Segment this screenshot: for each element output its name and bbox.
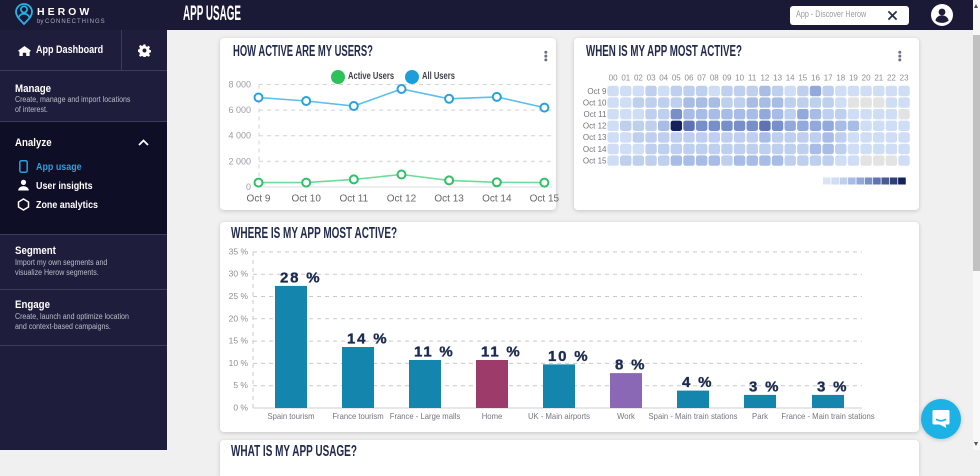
- svg-text:23: 23: [900, 74, 909, 83]
- svg-text:Oct 10: Oct 10: [291, 194, 321, 205]
- svg-text:3 %: 3 %: [749, 378, 780, 395]
- svg-text:8 %: 8 %: [615, 357, 646, 374]
- svg-text:Oct 13: Oct 13: [583, 133, 607, 142]
- svg-text:09: 09: [723, 74, 732, 83]
- svg-text:2 000: 2 000: [228, 156, 251, 166]
- svg-text:Oct 9: Oct 9: [587, 87, 607, 96]
- svg-text:Oct 11: Oct 11: [584, 110, 608, 119]
- svg-text:0: 0: [246, 182, 251, 192]
- svg-text:8 000: 8 000: [228, 80, 251, 90]
- svg-text:3 %: 3 %: [817, 378, 848, 395]
- svg-text:19: 19: [849, 74, 858, 83]
- svg-text:14 %: 14 %: [347, 331, 388, 348]
- svg-text:12: 12: [760, 74, 769, 83]
- svg-text:Park: Park: [752, 411, 769, 421]
- svg-text:Oct 9: Oct 9: [247, 194, 271, 205]
- svg-text:Oct 15: Oct 15: [530, 194, 560, 205]
- svg-text:08: 08: [710, 74, 719, 83]
- svg-text:21: 21: [874, 74, 883, 83]
- svg-text:11 %: 11 %: [414, 344, 455, 361]
- svg-text:28 %: 28 %: [280, 269, 321, 286]
- svg-text:France tourism: France tourism: [332, 411, 383, 421]
- svg-text:20 %: 20 %: [229, 313, 249, 323]
- svg-text:France - Main train stations: France - Main train stations: [781, 411, 874, 421]
- svg-text:Oct 10: Oct 10: [583, 98, 607, 107]
- svg-text:13: 13: [773, 74, 782, 83]
- svg-text:00: 00: [609, 74, 618, 83]
- svg-text:11: 11: [748, 74, 757, 83]
- svg-text:25 %: 25 %: [229, 291, 249, 301]
- svg-text:Home: Home: [482, 411, 503, 421]
- svg-text:Spain tourism: Spain tourism: [268, 411, 315, 421]
- svg-text:17: 17: [824, 74, 833, 83]
- svg-text:Work: Work: [617, 411, 635, 421]
- svg-text:Oct 14: Oct 14: [583, 145, 607, 154]
- svg-text:6 000: 6 000: [228, 105, 251, 115]
- svg-text:20: 20: [862, 74, 871, 83]
- svg-text:Oct 13: Oct 13: [434, 194, 464, 205]
- svg-text:Oct 14: Oct 14: [482, 194, 512, 205]
- svg-text:30 %: 30 %: [229, 269, 249, 279]
- svg-text:Oct 12: Oct 12: [583, 122, 607, 131]
- svg-text:5 %: 5 %: [233, 380, 248, 390]
- svg-text:10: 10: [735, 74, 744, 83]
- svg-text:01: 01: [621, 74, 630, 83]
- svg-text:07: 07: [697, 74, 706, 83]
- svg-text:18: 18: [836, 74, 845, 83]
- svg-text:06: 06: [685, 74, 694, 83]
- svg-text:France - Large malls: France - Large malls: [390, 411, 461, 421]
- svg-text:Oct 12: Oct 12: [387, 194, 417, 205]
- svg-text:35 %: 35 %: [229, 246, 249, 256]
- svg-text:02: 02: [634, 74, 643, 83]
- svg-text:15: 15: [798, 74, 807, 83]
- svg-text:11 %: 11 %: [481, 344, 522, 361]
- svg-text:14: 14: [786, 74, 795, 83]
- svg-text:Spain - Main train stations: Spain - Main train stations: [649, 411, 738, 421]
- svg-text:22: 22: [887, 74, 896, 83]
- svg-text:16: 16: [811, 74, 820, 83]
- svg-text:10 %: 10 %: [229, 358, 249, 368]
- svg-text:UK - Main airports: UK - Main airports: [528, 411, 590, 421]
- svg-text:03: 03: [647, 74, 656, 83]
- svg-text:Oct 15: Oct 15: [583, 156, 607, 165]
- svg-text:4 %: 4 %: [682, 374, 713, 391]
- svg-text:04: 04: [659, 74, 668, 83]
- svg-text:4 000: 4 000: [228, 131, 251, 141]
- svg-text:0 %: 0 %: [233, 403, 248, 413]
- svg-text:15 %: 15 %: [229, 336, 249, 346]
- svg-text:05: 05: [672, 74, 681, 83]
- svg-text:10 %: 10 %: [548, 348, 589, 365]
- svg-text:Oct 11: Oct 11: [339, 194, 368, 205]
